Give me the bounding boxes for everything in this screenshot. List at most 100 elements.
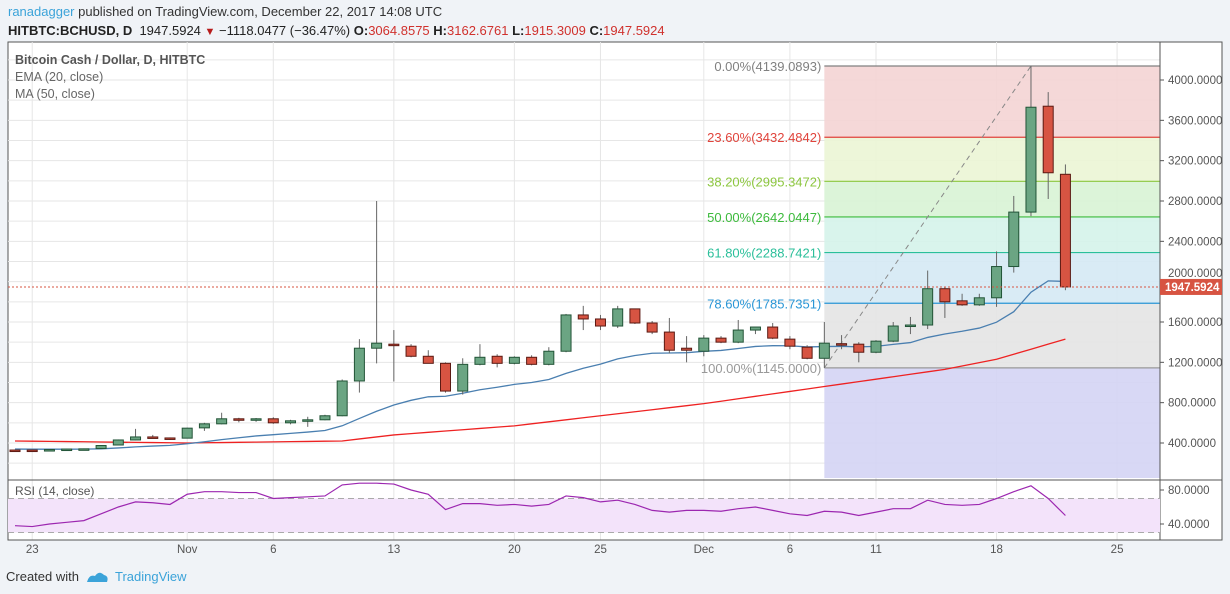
candle-body (112, 439, 124, 446)
time-tick-label: 18 (990, 544, 1003, 556)
candle (112, 439, 124, 446)
chart-legend: Bitcoin Cash / Dollar, D, HITBTC EMA (20… (15, 52, 205, 103)
candle-body (474, 356, 486, 365)
candle-body (784, 338, 796, 347)
time-tick-label: 6 (787, 544, 793, 556)
candle-body (371, 342, 383, 349)
price-tick-label: 2800.0000 (1168, 196, 1222, 208)
candle (491, 354, 503, 368)
candle (440, 362, 451, 393)
time-tick-label: 25 (1111, 544, 1124, 556)
candle-body (233, 418, 245, 421)
candle-body (1042, 105, 1054, 174)
last-price-tag (1160, 278, 1222, 295)
fib-level-label: 100.00%(1145.0000) (701, 361, 821, 376)
candle-body (61, 448, 73, 452)
low-label: L: (512, 23, 525, 38)
candle-body (95, 445, 107, 450)
candle (526, 355, 538, 366)
candle-body (422, 355, 434, 364)
candle (26, 449, 38, 453)
candle-body (904, 324, 916, 328)
legend-ema[interactable]: EMA (20, close) (15, 70, 104, 84)
candle (681, 336, 693, 363)
fib-trend-line (823, 65, 1032, 369)
candle-body (767, 326, 779, 339)
publish-info: ranadagger published on TradingView.com,… (8, 4, 442, 19)
price-tick-label: 400.0000 (1168, 438, 1216, 450)
rsi-legend[interactable]: RSI (14, close) (15, 484, 95, 498)
candle-body (440, 362, 451, 392)
candle-body (956, 300, 968, 306)
candle-body (9, 449, 21, 453)
candle-body (818, 342, 830, 359)
candle-body (801, 346, 813, 359)
candle-body (388, 343, 400, 347)
candle (853, 342, 865, 363)
fib-zone (824, 137, 1160, 182)
candle-body (887, 325, 899, 342)
candle (818, 321, 830, 368)
created-with: Created with (6, 569, 79, 584)
open-label: O: (353, 23, 369, 38)
candle (319, 414, 331, 421)
open-value: 3064.8575 (368, 23, 430, 38)
candle-body (870, 340, 882, 353)
candle (9, 449, 21, 453)
candle-body (526, 356, 538, 365)
legend-ma[interactable]: MA (50, close) (15, 87, 95, 101)
candle-body (336, 380, 348, 417)
candle (663, 317, 675, 354)
author-link[interactable]: ranadagger (8, 4, 75, 19)
candle (594, 314, 606, 331)
price-tick-label: 4000.0000 (1168, 75, 1222, 87)
symbol: HITBTC:BCHUSD, D (8, 23, 133, 38)
time-tick-label: 25 (594, 544, 607, 556)
price-tick-label: 1600.0000 (1168, 317, 1222, 329)
candle-body (991, 266, 1003, 299)
candle (405, 344, 417, 358)
candle (508, 356, 520, 365)
candle (250, 417, 262, 422)
candle (198, 422, 210, 431)
price-tick-label: 3600.0000 (1168, 115, 1222, 127)
candle-body (577, 314, 589, 320)
candle (147, 434, 159, 439)
ema20-line (14, 280, 1066, 450)
candle-body (560, 314, 572, 352)
candle-body (1008, 211, 1020, 268)
candle-body (922, 288, 934, 326)
price-tick-label: 1200.0000 (1168, 357, 1222, 369)
publish-text: published on TradingView.com, December 2… (74, 4, 443, 19)
fib-zone (824, 367, 1160, 478)
close-value: 1947.5924 (603, 23, 665, 38)
tradingview-link[interactable]: TradingView (114, 569, 187, 584)
candle (1025, 65, 1037, 217)
candle (1042, 92, 1054, 199)
candle-body (681, 347, 693, 351)
candle (78, 448, 90, 451)
candle (991, 251, 1003, 307)
candle (577, 305, 589, 331)
candle (715, 336, 727, 344)
candle (285, 419, 297, 425)
candle-body (629, 308, 641, 324)
candle (1059, 164, 1071, 291)
candle (956, 293, 968, 306)
candle-body (646, 322, 658, 333)
candle (939, 286, 951, 318)
price-change: −1118.0477 (−36.47%) (219, 23, 351, 38)
close-label: C: (589, 23, 604, 38)
candle-body (198, 423, 210, 429)
candle (543, 347, 555, 366)
candle-body (78, 448, 90, 451)
candle-body (749, 326, 761, 331)
candle-body (715, 337, 727, 343)
candle (422, 350, 434, 364)
symbol-quote: HITBTC:BCHUSD, D 1947.5924 ▼ −1118.0477 … (8, 23, 665, 38)
time-tick-label: Dec (694, 544, 715, 556)
candle-body (267, 418, 279, 424)
fib-level-label: 38.20%(2995.3472) (707, 174, 821, 189)
candle (629, 308, 641, 325)
